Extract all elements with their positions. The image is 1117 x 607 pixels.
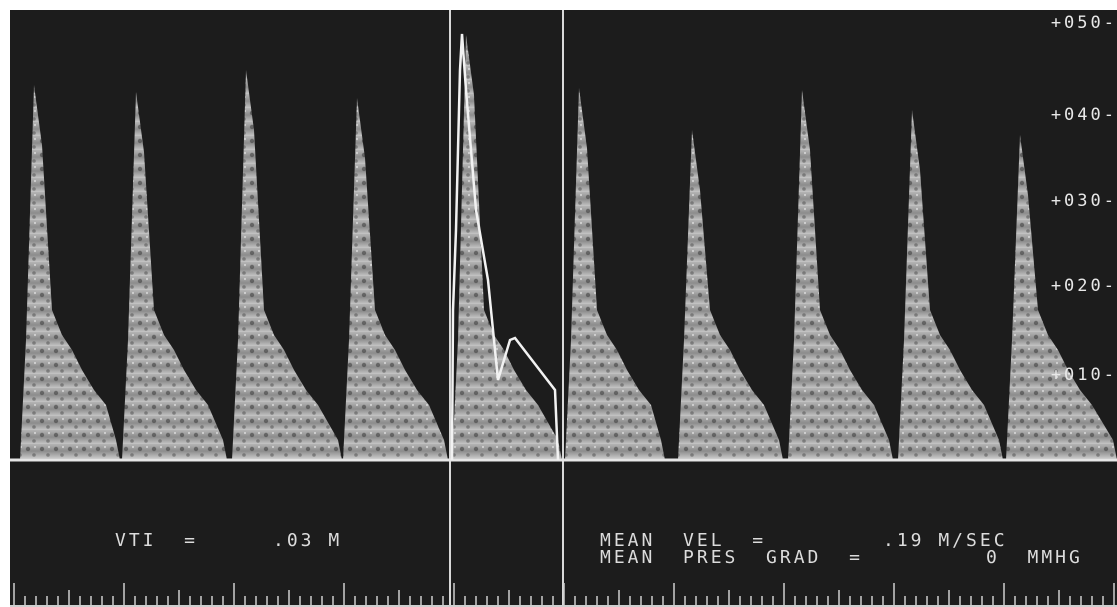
doppler-display: +050- +040- +030- +020- +010- VTI = .03 … xyxy=(10,10,1117,607)
vti-value: .03 M xyxy=(273,530,343,551)
spectral-doppler-trace xyxy=(10,10,1117,607)
time-scale-ruler xyxy=(10,583,1117,607)
scale-label-30: +030- xyxy=(1050,191,1117,211)
velocity-beat xyxy=(1006,135,1117,460)
velocity-beat xyxy=(788,90,893,460)
velocity-waveforms xyxy=(20,35,1117,460)
velocity-beat xyxy=(122,92,227,460)
scale-label-40: +040- xyxy=(1050,105,1117,125)
scale-label-20: +020- xyxy=(1050,276,1117,296)
traced-envelope xyxy=(450,33,560,461)
mean-pres-grad-value: 0 MMHG xyxy=(986,547,1083,568)
velocity-beat xyxy=(565,88,665,460)
velocity-beat xyxy=(232,70,342,460)
scale-label-10: +010- xyxy=(1050,365,1117,385)
scale-label-50: +050- xyxy=(1050,13,1117,33)
left-margin xyxy=(0,10,10,607)
mean-pres-grad-label: MEAN PRES GRAD = xyxy=(600,547,863,568)
velocity-beat xyxy=(20,85,120,460)
velocity-beat xyxy=(898,110,1003,460)
velocity-beat xyxy=(678,130,783,460)
mean-vel-label: MEAN VEL = xyxy=(600,530,767,551)
vti-label: VTI = xyxy=(115,530,199,551)
velocity-beat xyxy=(343,98,448,460)
velocity-beat xyxy=(452,35,562,460)
mean-vel-value: .19 M/SEC xyxy=(883,530,1008,551)
